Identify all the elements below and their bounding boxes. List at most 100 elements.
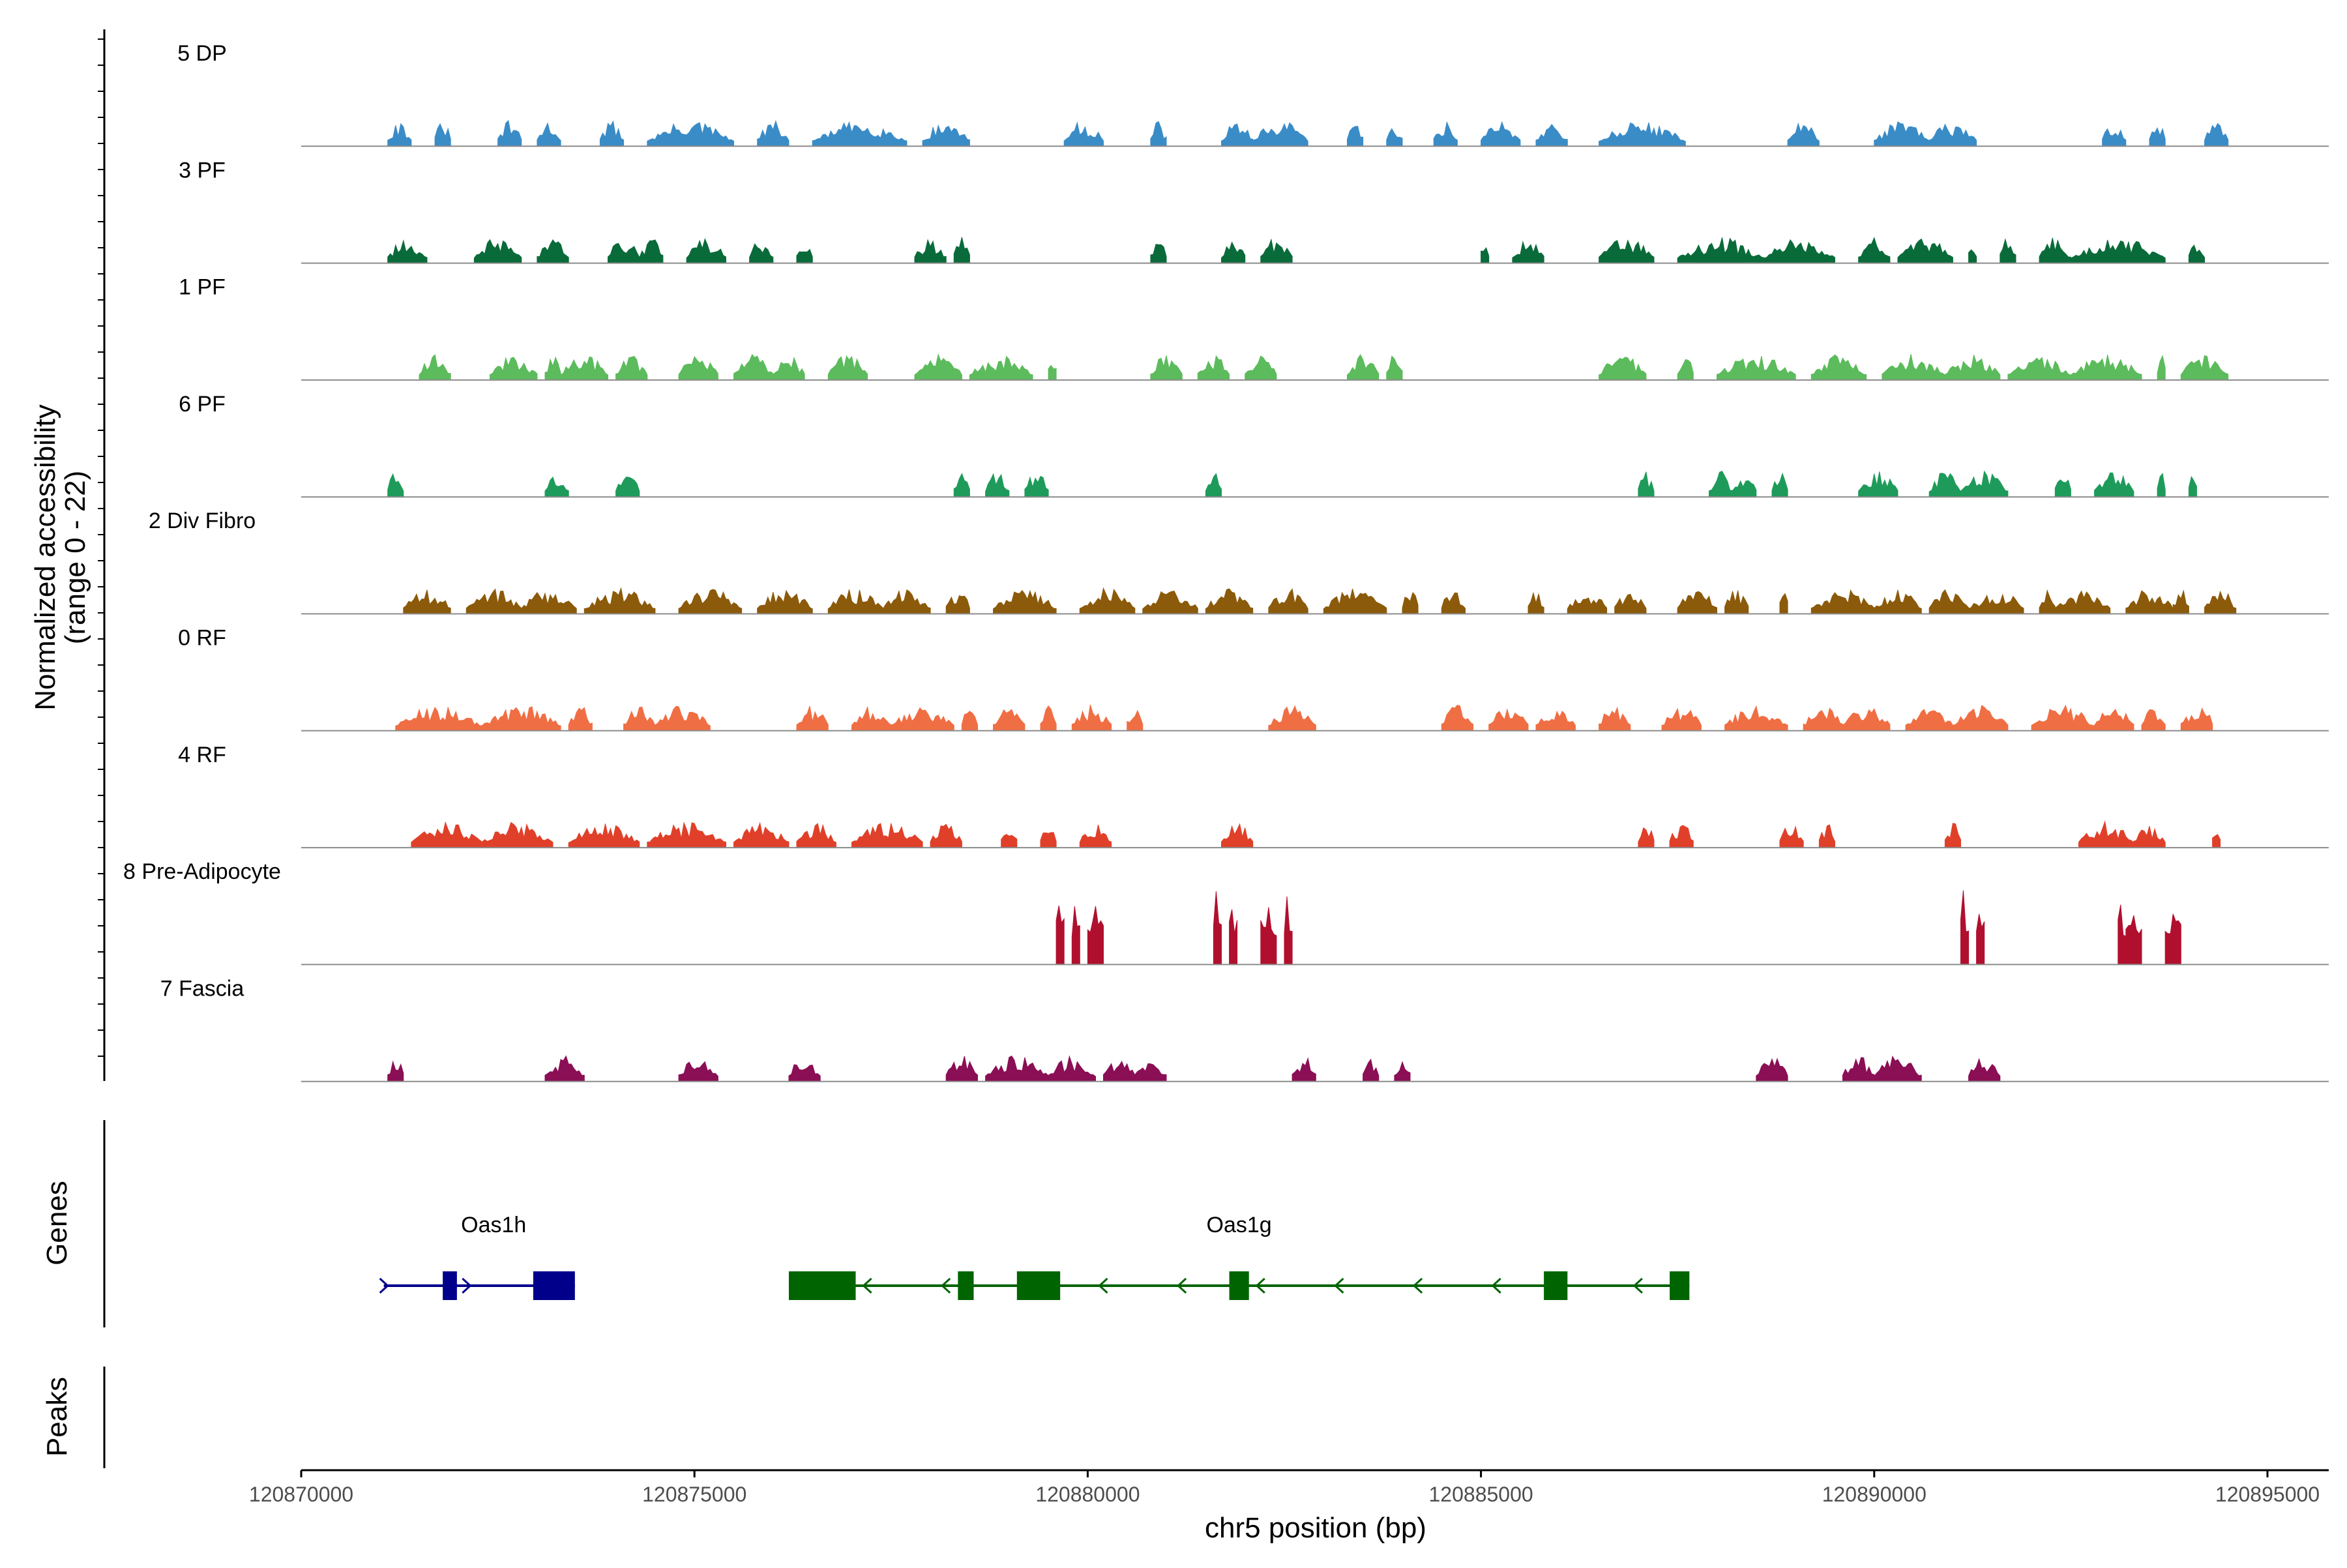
coverage-peak [403,589,451,614]
coverage-peak [434,123,451,147]
strand-arrow [1632,1277,1643,1294]
track-label: 4 RF [178,743,226,767]
coverage-peak [1874,1056,1922,1082]
peaks-panel-label: Peaks [41,1377,73,1457]
strand-arrow [1255,1277,1265,1294]
track-label: 3 PF [179,158,226,183]
gene-exon [1229,1271,1249,1300]
coverage-peak [733,353,774,381]
coverage-peak [1535,123,1568,147]
coverage-peak [1952,705,2009,732]
x-axis: 120870000 120875000 120880000 120885000 1208… [249,1469,2329,1506]
coverage-peak [2054,590,2111,614]
coverage-peak [1055,906,1065,965]
coverage-peak [1928,123,1977,147]
coverage-peak [914,353,962,381]
coverage-peak [1724,590,1749,614]
coverage-peak [537,239,569,264]
coverage-peak [2149,126,2166,147]
coverage-tracks: 5 DP 3 PF 1 PF 6 PF 2 Div Fibro 0 RF 4 RF 8 Pre… [123,41,2329,1082]
coverage-peak [1599,239,1655,264]
gene-exon [1670,1271,1690,1300]
coverage-peak [2133,825,2166,848]
coverage-peak [1284,896,1293,965]
coverage-peak [615,477,640,497]
coverage-peak [1928,589,1970,614]
coverage-y-axis [98,29,106,1081]
coverage-peak [1048,364,1057,381]
coverage-peak [1709,471,1734,497]
coverage-peak [2102,128,2127,147]
coverage-peak [1024,475,1049,497]
coverage-peak [482,821,554,848]
x-tick-label: 120880000 [1035,1483,1140,1506]
coverage-peak [2141,709,2166,732]
coverage-peak [387,1060,404,1082]
coverage-peak [1063,121,1104,147]
gene-exon [1016,1271,1061,1300]
coverage-peak [1260,907,1277,965]
coverage-peak [678,356,718,381]
coverage-peak [639,239,664,264]
coverage-peak [568,707,593,732]
coverage-peak [1292,1057,1316,1082]
x-tick-label: 120875000 [642,1483,746,1506]
gene-oas1h: Oas1h [379,1213,575,1300]
gene-exon [443,1271,457,1300]
coverage-peak [544,1055,585,1082]
coverage-peak [922,124,970,147]
coverage-peak [773,357,805,381]
x-tick-label: 120885000 [1429,1483,1533,1506]
coverage-peak [599,120,625,147]
strand-arrow [1176,1277,1187,1294]
coverage-peak [387,473,404,497]
track-5-dp: 5 DP [177,41,2329,147]
coverage-peak [1268,705,1316,732]
coverage-peak [2054,479,2071,497]
coverage-peak [465,588,522,614]
coverage-peak [647,122,734,147]
coverage-peak [1040,705,1057,732]
y-axis-title: Normalized accessibility [29,404,61,710]
coverage-peak [812,121,908,147]
coverage-peak [1968,249,1977,264]
strand-arrow [1491,1277,1501,1294]
track-3-pf: 3 PF [179,158,2329,264]
y-axis-subtitle: (range 0 - 22) [59,471,91,645]
coverage-peak [1087,906,1104,965]
coverage-peak [1756,1058,1788,1082]
coverage-peak [749,243,774,264]
coverage-peak [1221,823,1254,848]
track-label: 5 DP [177,41,227,66]
coverage-peak [387,123,412,147]
coverage-peak [953,473,970,497]
coverage-peak [796,248,813,264]
coverage-peak [1142,591,1198,614]
coverage-peak [623,706,656,732]
coverage-peak [1079,824,1112,848]
coverage-peak [1347,354,1380,381]
coverage-peak [1661,707,1702,732]
coverage-peak [2125,915,2142,965]
gene-exon [1544,1271,1568,1300]
coverage-peak [851,823,923,848]
track-7-fascia: 7 Fascia [160,976,2329,1082]
coverage-peak [1567,597,1608,614]
coverage-peak [1968,593,2024,614]
x-axis-title: chr5 position (bp) [1205,1512,1426,1544]
coverage-peak [583,587,656,614]
coverage-peak [851,705,892,732]
strand-arrow [1334,1277,1344,1294]
coverage-peak [482,706,561,732]
coverage-peak [1528,591,1544,614]
x-tick-label: 120890000 [1822,1483,1926,1506]
coverage-peak [2172,589,2189,614]
coverage-peak [490,356,538,381]
coverage-peak [544,476,569,497]
coverage-peak [1732,480,1757,497]
coverage-peak [2188,475,2197,497]
coverage-peak [1677,237,1765,264]
coverage-peak [1134,1063,1167,1082]
coverage-peak [1669,825,1694,848]
coverage-peak [1771,472,1788,497]
